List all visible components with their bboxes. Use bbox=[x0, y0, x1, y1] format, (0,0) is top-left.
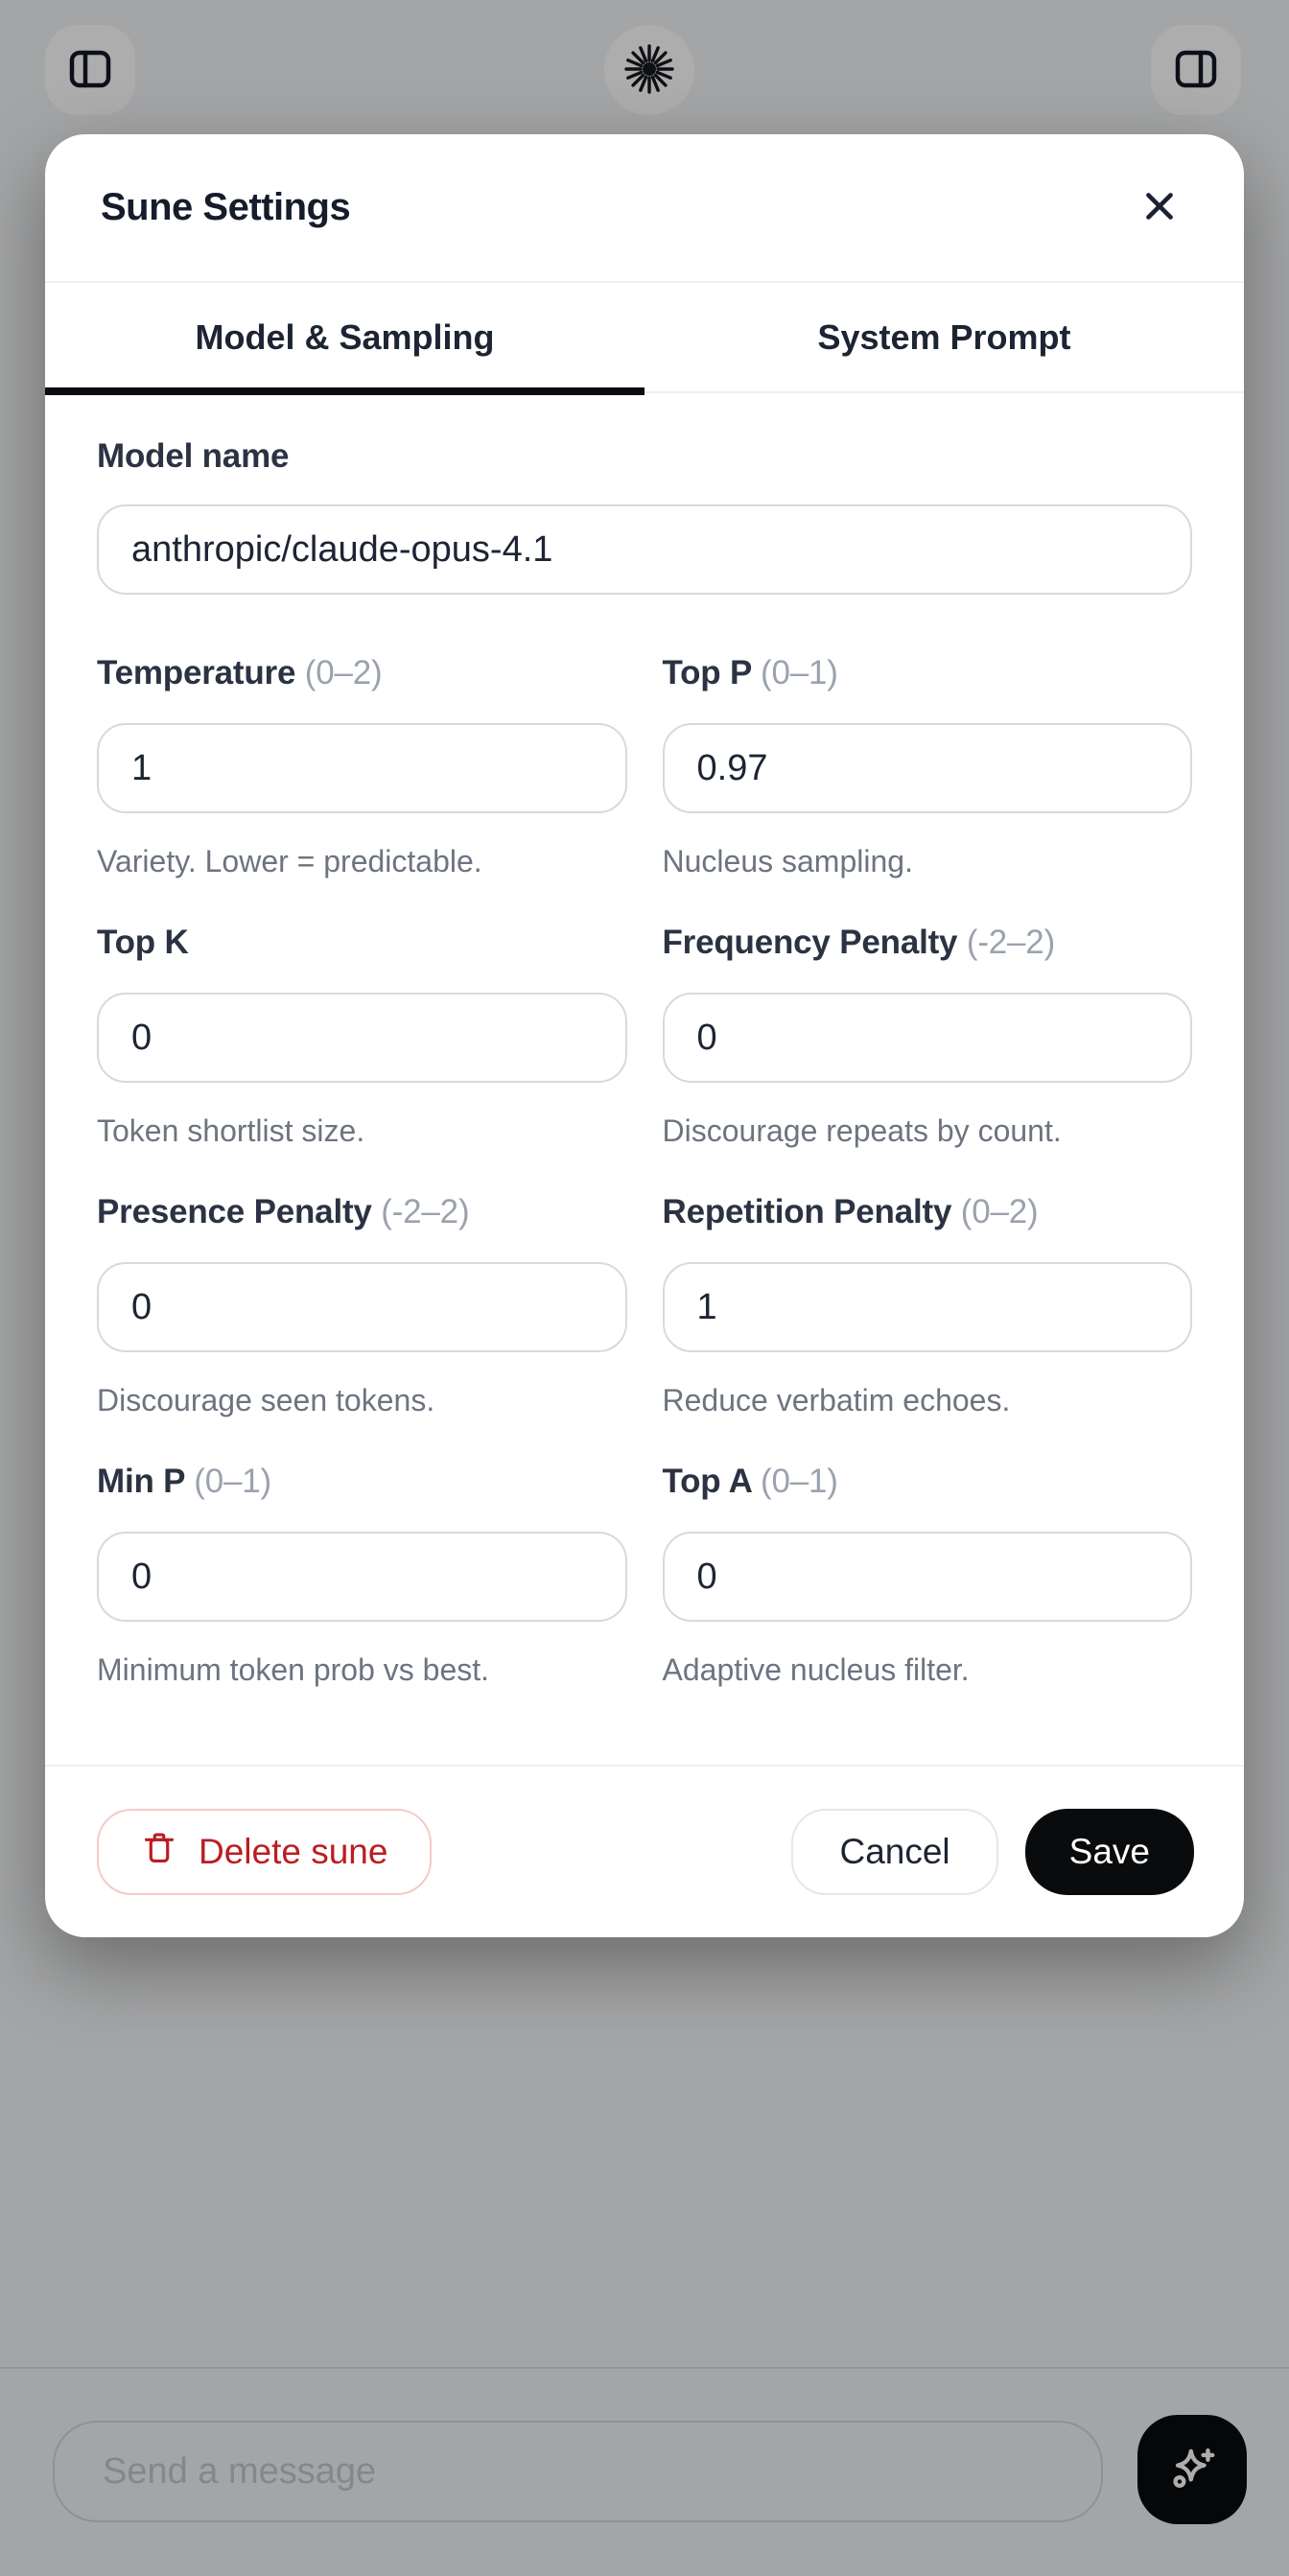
modal-title: Sune Settings bbox=[101, 186, 351, 228]
composer-divider bbox=[0, 2367, 1289, 2369]
presence-penalty-input[interactable] bbox=[97, 1262, 627, 1352]
field-label: Presence Penalty bbox=[97, 1193, 372, 1230]
presence-penalty-field-group: Presence Penalty (-2–2) Discourage seen … bbox=[97, 1193, 627, 1418]
field-helper: Nucleus sampling. bbox=[662, 844, 913, 878]
cancel-button[interactable]: Cancel bbox=[791, 1809, 998, 1895]
field-range: (0–1) bbox=[194, 1463, 271, 1500]
field-label: Top P bbox=[662, 654, 752, 691]
field-helper: Adaptive nucleus filter. bbox=[662, 1652, 970, 1687]
sune-settings-modal: Sune Settings Model & Sampling System Pr… bbox=[45, 134, 1244, 1937]
model-name-field-group: Model name bbox=[97, 437, 1192, 595]
field-helper: Discourage repeats by count. bbox=[662, 1113, 1062, 1148]
field-label: Min P bbox=[97, 1463, 185, 1500]
trash-icon bbox=[141, 1830, 177, 1875]
field-label: Top A bbox=[662, 1463, 752, 1500]
field-range: (0–1) bbox=[760, 1463, 838, 1500]
send-button[interactable] bbox=[1137, 2415, 1247, 2524]
frequency-penalty-input[interactable] bbox=[662, 993, 1192, 1083]
close-icon bbox=[1139, 186, 1180, 229]
toggle-left-sidebar-button[interactable] bbox=[45, 25, 135, 115]
field-label: Temperature bbox=[97, 654, 296, 691]
repetition-penalty-field-group: Repetition Penalty (0–2) Reduce verbatim… bbox=[662, 1193, 1192, 1418]
repetition-penalty-input[interactable] bbox=[662, 1262, 1192, 1352]
tab-model-sampling[interactable]: Model & Sampling bbox=[45, 283, 644, 395]
field-range: (-2–2) bbox=[381, 1193, 470, 1230]
model-name-label: Model name bbox=[97, 437, 290, 475]
field-range: (0–2) bbox=[960, 1193, 1039, 1230]
tab-label: Model & Sampling bbox=[195, 316, 495, 357]
field-helper: Token shortlist size. bbox=[97, 1113, 365, 1148]
panel-left-icon bbox=[67, 46, 113, 95]
panel-right-icon bbox=[1173, 46, 1219, 95]
field-label: Top K bbox=[97, 924, 189, 961]
model-name-input[interactable] bbox=[97, 504, 1192, 595]
tab-system-prompt[interactable]: System Prompt bbox=[644, 283, 1244, 391]
top-p-field-group: Top P (0–1) Nucleus sampling. bbox=[662, 654, 1192, 879]
save-button[interactable]: Save bbox=[1024, 1809, 1194, 1895]
field-helper: Minimum token prob vs best. bbox=[97, 1652, 490, 1687]
settings-tabs: Model & Sampling System Prompt bbox=[45, 283, 1244, 395]
min-p-input[interactable] bbox=[97, 1532, 627, 1622]
toggle-right-sidebar-button[interactable] bbox=[1151, 25, 1241, 115]
message-input[interactable] bbox=[53, 2421, 1103, 2522]
field-helper: Discourage seen tokens. bbox=[97, 1383, 435, 1417]
sampling-fields-grid: Temperature (0–2) Variety. Lower = predi… bbox=[97, 654, 1192, 1688]
delete-sune-label: Delete sune bbox=[199, 1832, 388, 1871]
field-label: Repetition Penalty bbox=[662, 1193, 952, 1230]
field-range: (-2–2) bbox=[966, 924, 1056, 961]
modal-footer: Delete sune Cancel Save bbox=[45, 1765, 1244, 1937]
temperature-input[interactable] bbox=[97, 723, 627, 813]
field-helper: Reduce verbatim echoes. bbox=[662, 1383, 1011, 1417]
close-button[interactable] bbox=[1131, 179, 1188, 237]
top-k-field-group: Top K Token shortlist size. bbox=[97, 924, 627, 1149]
field-range: (0–1) bbox=[761, 654, 838, 691]
starburst-icon bbox=[622, 42, 676, 99]
tab-label: System Prompt bbox=[817, 316, 1071, 357]
app-logo-button[interactable] bbox=[604, 25, 694, 115]
frequency-penalty-field-group: Frequency Penalty (-2–2) Discourage repe… bbox=[662, 924, 1192, 1149]
top-a-input[interactable] bbox=[662, 1532, 1192, 1622]
field-range: (0–2) bbox=[304, 654, 383, 691]
top-k-input[interactable] bbox=[97, 993, 627, 1083]
modal-header: Sune Settings bbox=[45, 134, 1244, 283]
modal-content: Model name Temperature (0–2) Variety. Lo… bbox=[45, 393, 1244, 1688]
temperature-field-group: Temperature (0–2) Variety. Lower = predi… bbox=[97, 654, 627, 879]
top-p-input[interactable] bbox=[662, 723, 1192, 813]
min-p-field-group: Min P (0–1) Minimum token prob vs best. bbox=[97, 1463, 627, 1688]
sparkles-plus-icon bbox=[1164, 2441, 1220, 2499]
top-a-field-group: Top A (0–1) Adaptive nucleus filter. bbox=[662, 1463, 1192, 1688]
delete-sune-button[interactable]: Delete sune bbox=[97, 1809, 433, 1895]
field-helper: Variety. Lower = predictable. bbox=[97, 844, 482, 878]
field-label: Frequency Penalty bbox=[662, 924, 958, 961]
